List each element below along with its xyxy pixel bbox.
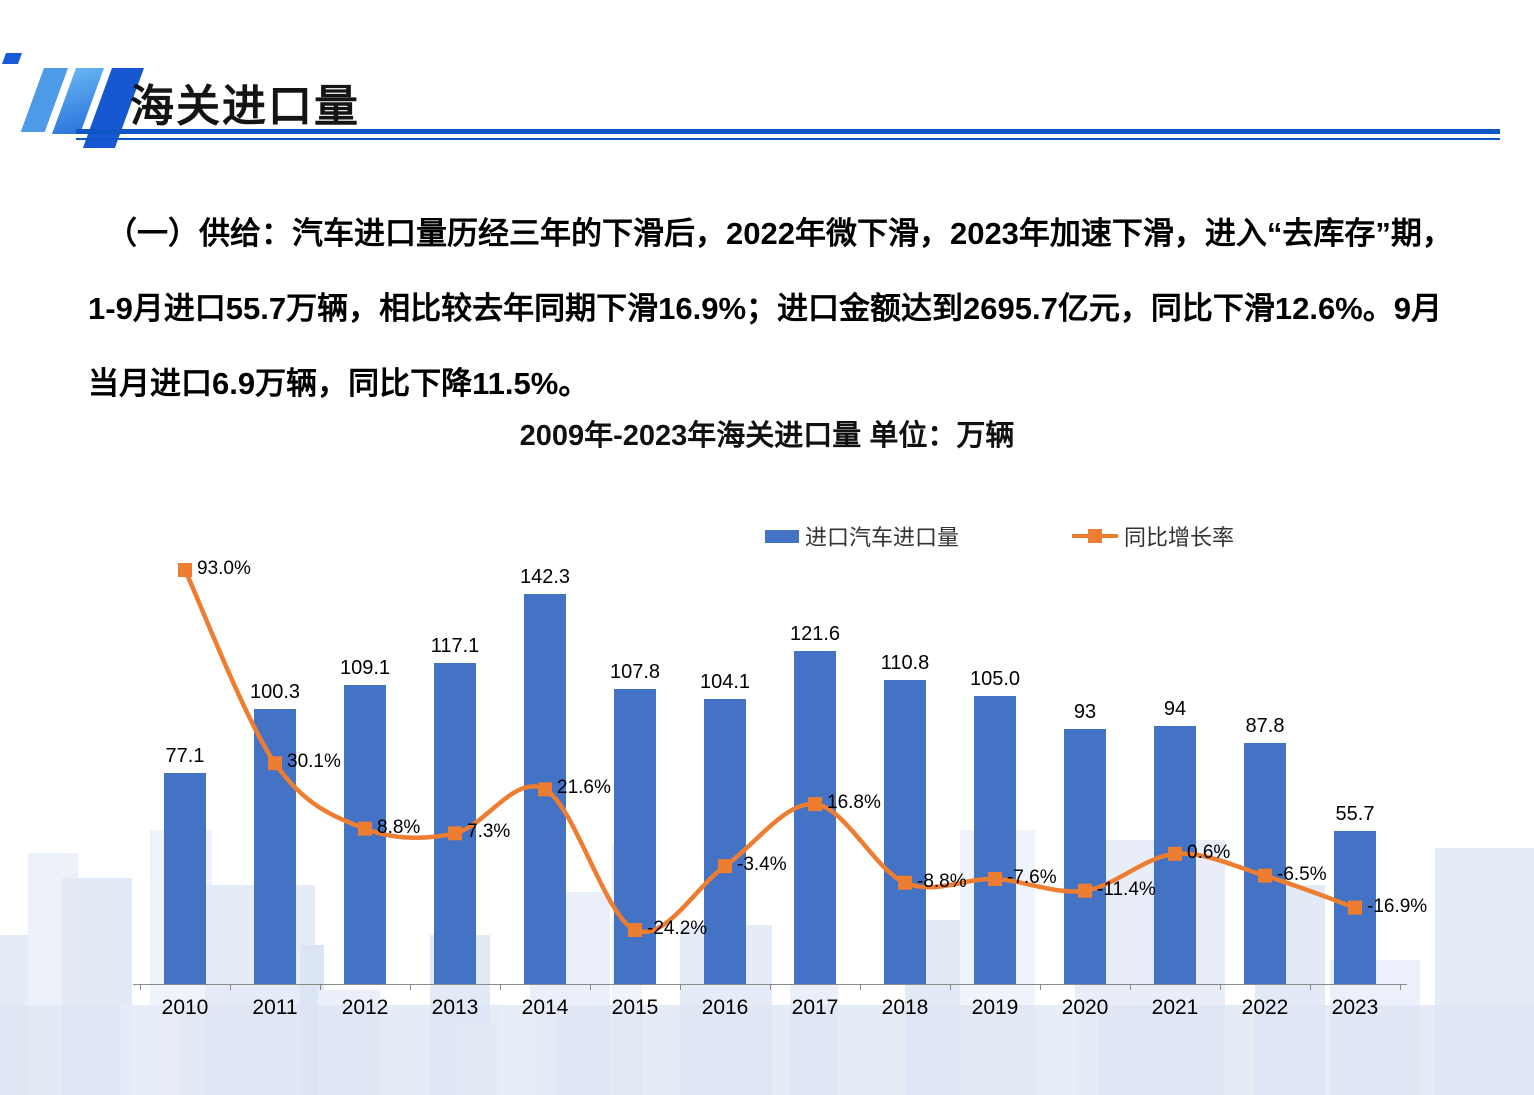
growth-rate-label: 0.6%: [1187, 841, 1231, 863]
bar-2022: [1244, 743, 1286, 984]
bar-value-label: 142.3: [519, 565, 571, 588]
x-axis-tick: [230, 984, 231, 990]
bar-value-label: 94: [1163, 698, 1187, 721]
summary-paragraph: （一）供给：汽车进口量历经三年的下滑后，2022年微下滑，2023年加速下滑，进…: [88, 196, 1480, 421]
x-axis-label-2010: 2010: [161, 996, 209, 1019]
bar-2011: [254, 709, 296, 984]
line-marker: [538, 782, 552, 797]
x-axis-tick: [410, 984, 411, 990]
x-axis-label-2011: 2011: [252, 996, 298, 1019]
x-axis-label-2020: 2020: [1061, 996, 1109, 1019]
line-marker: [898, 875, 912, 890]
x-axis-tick: [950, 984, 951, 990]
line-series-swatch-icon: [1072, 529, 1118, 543]
growth-rate-label: 30.1%: [287, 751, 341, 773]
x-axis-tick: [590, 984, 591, 990]
line-marker: [988, 872, 1002, 887]
bar-value-label: 104.1: [699, 670, 751, 693]
x-axis-label-2016: 2016: [701, 996, 749, 1019]
legend-item-import-volume: 进口汽车进口量: [765, 520, 959, 552]
summary-line-3: 当月进口6.9万辆，同比下降11.5%。: [88, 366, 590, 401]
growth-rate-label: -8.8%: [917, 870, 967, 892]
growth-rate-label: 8.8%: [377, 816, 421, 838]
line-marker: [178, 563, 192, 578]
x-axis-label-2023: 2023: [1331, 996, 1379, 1019]
x-axis-label-2021: 2021: [1151, 996, 1199, 1019]
summary-line-1: （一）供给：汽车进口量历经三年的下滑后，2022年微下滑，2023年加速下滑，进…: [106, 216, 1453, 251]
bar-value-label: 93: [1073, 701, 1097, 724]
x-axis-tick: [770, 984, 771, 990]
growth-rate-label: 16.8%: [827, 792, 881, 814]
bar-value-label: 87.8: [1245, 715, 1285, 738]
bar-value-label: 110.8: [880, 652, 930, 675]
x-axis-label-2015: 2015: [611, 996, 659, 1019]
x-axis-label-2022: 2022: [1241, 996, 1289, 1019]
growth-rate-label: -7.6%: [1007, 867, 1057, 889]
bar-2017: [794, 650, 836, 984]
bar-2013: [434, 663, 476, 984]
combo-chart: 77.1 2010 100.3 2011 109.1 2012 117.1 2013 142.3…: [115, 545, 1430, 1045]
x-axis-tick: [1220, 984, 1221, 990]
x-axis-label-2014: 2014: [521, 996, 569, 1019]
growth-rate-label: -24.2%: [647, 918, 708, 940]
growth-rate-label: 21.6%: [557, 777, 611, 799]
growth-rate-label: -11.4%: [1097, 878, 1156, 900]
bar-value-label: 107.8: [609, 660, 661, 683]
growth-rate-label: -3.4%: [737, 854, 787, 876]
chart-title: 2009年-2023年海关进口量 单位：万辆: [519, 420, 1015, 452]
growth-rate-label: 93.0%: [197, 558, 251, 579]
x-axis-label-2017: 2017: [791, 996, 839, 1019]
growth-rate-label: -6.5%: [1277, 863, 1327, 885]
bar-2010: [164, 772, 206, 984]
bar-2019: [974, 696, 1016, 984]
line-marker: [448, 826, 462, 841]
x-axis-tick: [320, 984, 321, 990]
legend-label-import-volume: 进口汽车进口量: [805, 525, 960, 550]
bar-2016: [704, 698, 746, 984]
bar-value-label: 121.6: [789, 622, 841, 645]
x-axis-label-2019: 2019: [971, 996, 1019, 1019]
header-rule-thin: [76, 138, 1500, 140]
x-axis-tick: [500, 984, 501, 990]
bar-value-label: 100.3: [249, 681, 301, 704]
header-rule-thick: [76, 129, 1500, 134]
x-axis-tick: [860, 984, 861, 990]
x-axis-tick: [1040, 984, 1041, 990]
bar-value-label: 109.1: [339, 656, 391, 679]
x-axis-label-2013: 2013: [431, 996, 479, 1019]
growth-rate-label: 7.3%: [467, 821, 511, 843]
line-marker: [268, 756, 282, 771]
line-marker: [718, 859, 732, 874]
x-axis-tick: [140, 984, 141, 990]
x-axis-tick: [1310, 984, 1311, 990]
x-axis-label-2012: 2012: [341, 996, 389, 1019]
summary-line-2: 1-9月进口55.7万辆，相比较去年同期下滑16.9%；进口金额达到2695.7…: [88, 291, 1442, 326]
page-title: 海关进口量: [130, 82, 360, 131]
line-marker: [1078, 883, 1092, 898]
line-marker: [628, 923, 642, 938]
bar-value-label: 55.7: [1335, 803, 1375, 826]
x-axis-tick: [1130, 984, 1131, 990]
bar-value-label: 105.0: [969, 668, 1021, 691]
x-axis-tick: [1400, 984, 1401, 990]
x-axis-tick: [680, 984, 681, 990]
growth-rate-label: -16.9%: [1367, 895, 1428, 917]
growth-rate-line: [178, 563, 1362, 938]
legend-item-growth-rate: 同比增长率: [1072, 520, 1234, 552]
line-marker: [1258, 868, 1272, 883]
bar-series-swatch-icon: [765, 529, 799, 543]
line-marker: [808, 797, 822, 812]
line-marker: [1168, 846, 1182, 861]
bar-value-label: 77.1: [165, 744, 205, 767]
bar-2018: [884, 680, 926, 984]
x-axis-label-2018: 2018: [881, 996, 929, 1019]
logo-accent-shape: [1, 53, 23, 64]
bar-value-label: 117.1: [430, 635, 480, 658]
bar-2020: [1064, 729, 1106, 984]
line-marker: [358, 821, 372, 836]
line-marker: [1348, 900, 1362, 915]
legend-label-growth-rate: 同比增长率: [1124, 525, 1235, 550]
